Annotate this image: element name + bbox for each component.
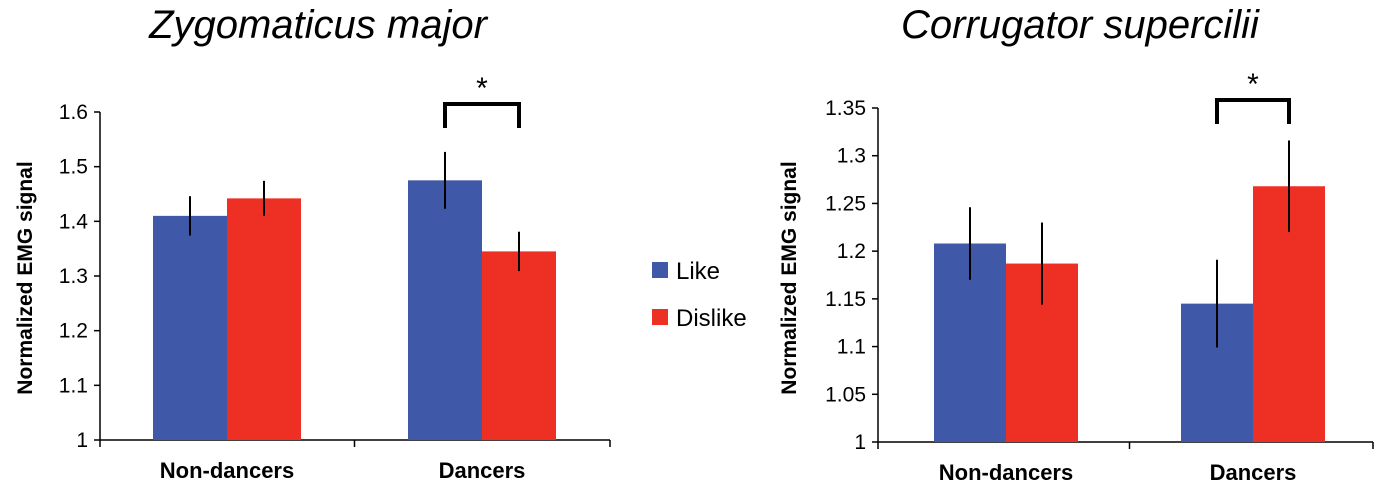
legend-swatch-like: [652, 262, 668, 278]
chart-zygomaticus: Zygomaticus major Normalized EMG signal …: [14, 3, 611, 482]
bracket: [443, 102, 521, 128]
legend-label-dislike: Dislike: [676, 305, 747, 332]
error-bars: [969, 140, 1290, 348]
legend-label-like: Like: [676, 258, 720, 285]
y-tick-label: 1.2: [59, 320, 88, 343]
bracket: [1215, 98, 1291, 124]
y-tick-label: 1.4: [59, 210, 89, 233]
significance-bracket: *: [1215, 68, 1291, 124]
legend-swatch-dislike: [652, 309, 668, 325]
bars: [934, 186, 1325, 442]
bar-like-dancers: [408, 180, 482, 441]
category-label-non-dancers: Non-dancers: [160, 458, 294, 482]
tick-labels: 1 1.05 1.1 1.15 1.2 1.25 1.3 1.35 Non-dancers Dan…: [825, 97, 1296, 482]
y-tick-label: 1.15: [825, 288, 866, 311]
y-axis-label: Normalized EMG signal: [778, 161, 801, 394]
y-tick-label: 1.1: [59, 374, 88, 397]
y-tick-label: 1.3: [59, 265, 88, 288]
significance-marker: *: [476, 72, 488, 105]
y-tick-label: 1.25: [825, 192, 866, 215]
category-label-dancers: Dancers: [439, 458, 526, 482]
tick-labels: 1 1.1 1.2 1.3 1.4 1.5 1.6 Non-dancers Dancers: [59, 101, 526, 482]
significance-bracket: *: [443, 72, 521, 128]
chart-title: Zygomaticus major: [148, 3, 489, 47]
y-tick-label: 1.1: [837, 336, 866, 359]
y-tick-label: 1.6: [59, 101, 88, 124]
error-bars: [189, 151, 520, 272]
legend: Like Dislike: [652, 258, 747, 332]
y-tick-label: 1: [854, 431, 866, 454]
y-axis-label: Normalized EMG signal: [14, 161, 37, 394]
y-tick-label: 1.05: [825, 383, 866, 406]
significance-marker: *: [1247, 68, 1259, 101]
bar-dislike-dancers: [482, 251, 556, 440]
chart-title: Corrugator supercilii: [901, 3, 1260, 47]
y-tick-label: 1.5: [59, 156, 88, 179]
chart-corrugator: Corrugator supercilii Normalized EMG sig…: [778, 3, 1374, 482]
y-tick-label: 1.2: [837, 240, 866, 263]
y-tick-label: 1.3: [837, 145, 866, 168]
category-label-dancers: Dancers: [1210, 460, 1297, 482]
y-tick-label: 1.35: [825, 97, 866, 120]
y-tick-label: 1: [76, 429, 88, 452]
bars: [153, 180, 556, 441]
bar-like-non-dancers: [153, 215, 227, 440]
category-label-non-dancers: Non-dancers: [939, 460, 1073, 482]
bar-dislike-non-dancers: [227, 198, 301, 440]
